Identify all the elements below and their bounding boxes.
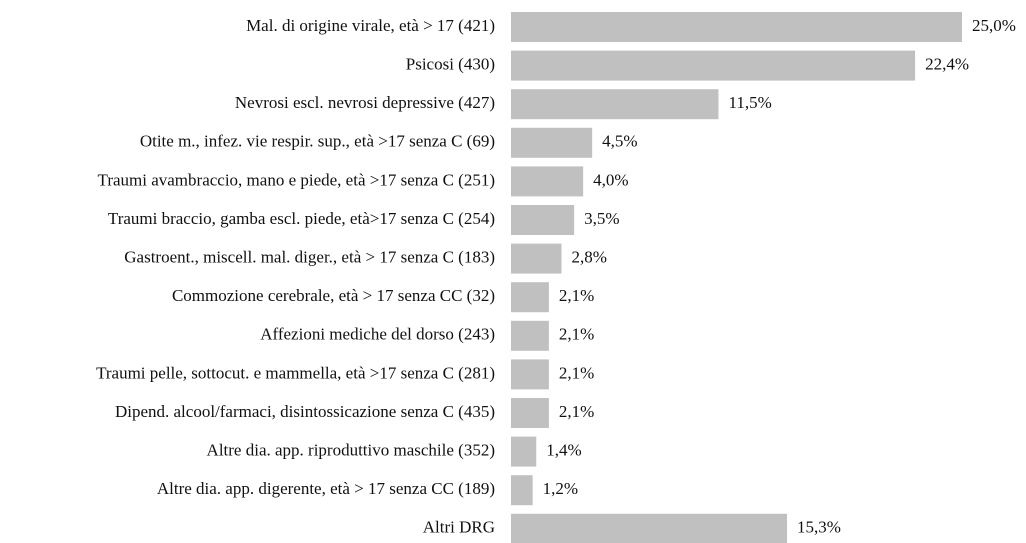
value-label: 2,8% — [572, 248, 607, 267]
value-label: 1,4% — [546, 441, 581, 460]
bar — [511, 166, 584, 197]
value-label: 15,3% — [797, 518, 841, 537]
value-label: 3,5% — [584, 209, 619, 228]
bar — [511, 127, 593, 158]
category-label: Nevrosi escl. nevrosi depressive (427) — [235, 93, 495, 112]
category-label: Altre dia. app. riproduttivo maschile (3… — [207, 441, 495, 460]
value-label: 2,1% — [559, 402, 594, 421]
value-label: 2,1% — [559, 325, 594, 344]
bar — [511, 475, 533, 506]
value-label: 2,1% — [559, 286, 594, 305]
value-label: 11,5% — [728, 93, 771, 112]
bar — [511, 320, 549, 351]
category-label: Traumi avambraccio, mano e piede, età >1… — [98, 170, 495, 189]
value-label: 4,0% — [593, 170, 628, 189]
value-label: 1,2% — [543, 479, 578, 498]
bar — [511, 50, 916, 81]
value-label: 22,4% — [925, 55, 969, 74]
category-label: Dipend. alcool/farmaci, disintossicazion… — [115, 402, 495, 421]
bar — [511, 282, 549, 313]
bar — [511, 436, 537, 467]
category-label: Mal. di origine virale, età > 17 (421) — [246, 16, 495, 35]
category-label: Traumi pelle, sottocut. e mammella, età … — [96, 363, 495, 382]
category-label: Commozione cerebrale, età > 17 senza CC … — [172, 286, 495, 305]
category-label: Altri DRG — [423, 518, 495, 537]
category-label: Affezioni mediche del dorso (243) — [260, 325, 495, 344]
bar — [511, 398, 549, 428]
bar — [511, 513, 788, 543]
bar — [511, 89, 719, 120]
category-label: Otite m., infez. vie respir. sup., età >… — [140, 132, 495, 151]
category-label: Psicosi (430) — [406, 55, 495, 74]
bar — [511, 205, 575, 235]
value-label: 2,1% — [559, 363, 594, 382]
bar — [511, 12, 962, 42]
category-label: Gastroent., miscell. mal. diger., età > … — [124, 248, 495, 267]
category-label: Traumi braccio, gamba escl. piede, età>1… — [108, 209, 495, 228]
category-label: Altre dia. app. digerente, età > 17 senz… — [157, 479, 495, 498]
value-label: 25,0% — [972, 16, 1016, 35]
bar — [511, 359, 549, 390]
value-label: 4,5% — [602, 132, 637, 151]
bar — [511, 243, 562, 274]
